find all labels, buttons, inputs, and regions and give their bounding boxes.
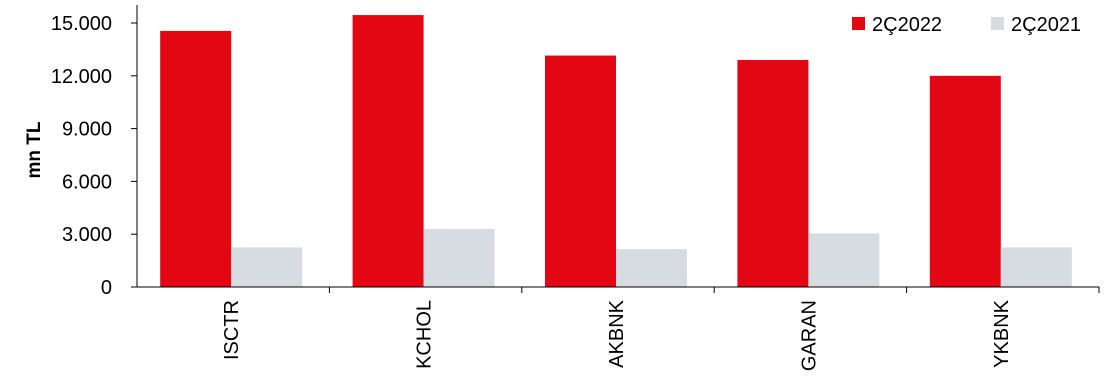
- bar-isctr-series-2: [231, 247, 303, 287]
- legend-swatch-1: [852, 17, 865, 30]
- y-tick-label: 15.000: [51, 13, 112, 35]
- bar-kchol-series-2: [423, 228, 495, 287]
- bar-garan-series-2: [808, 233, 880, 287]
- y-tick-label: 0: [101, 277, 112, 299]
- bar-ykbnk-series-2: [1000, 247, 1072, 287]
- y-tick-label: 6.000: [62, 171, 112, 193]
- bar-garan-series-1: [737, 59, 809, 288]
- y-tick-label: 12.000: [51, 66, 112, 88]
- legend: 2Ç2022 2Ç2021: [852, 14, 1081, 36]
- bar-isctr-series-1: [160, 30, 232, 287]
- x-category-label: YKBNK: [991, 299, 1013, 367]
- y-tick-label: 9.000: [62, 119, 112, 141]
- x-category-label: GARAN: [798, 300, 820, 371]
- x-category-label: AKBNK: [606, 299, 628, 367]
- y-axis-title: mn TL: [24, 121, 45, 178]
- legend-label-1: 2Ç2022: [872, 14, 942, 36]
- x-categories-group: ISCTR KCHOL AKBNK GARAN YKBNK: [221, 287, 1100, 371]
- bar-kchol-series-1: [352, 15, 424, 288]
- bar-akbnk-series-1: [545, 55, 616, 288]
- x-category-label: KCHOL: [414, 300, 436, 369]
- bar-ykbnk-series-1: [929, 75, 1001, 287]
- y-tick-label: 3.000: [62, 224, 112, 246]
- bars-group: [160, 15, 1072, 288]
- legend-label-2: 2Ç2021: [1011, 14, 1081, 36]
- x-category-label: ISCTR: [221, 300, 243, 360]
- legend-swatch-2: [991, 17, 1004, 30]
- bar-akbnk-series-2: [616, 249, 687, 287]
- y-ticks-group: 0 3.000 6.000 9.000 12.000 15.000: [51, 13, 137, 299]
